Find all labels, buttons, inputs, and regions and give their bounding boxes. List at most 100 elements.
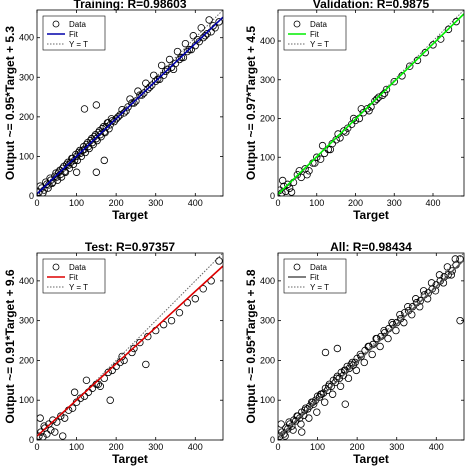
- all-data-point: [352, 366, 361, 375]
- all-data-point: [313, 408, 321, 416]
- all-data-point: [341, 400, 349, 408]
- training-data-point: [201, 32, 209, 40]
- all-data-point: [427, 279, 436, 287]
- all-legend-fit-label: Fit: [310, 273, 320, 282]
- training-data-point: [161, 67, 170, 76]
- all-data-point: [444, 271, 452, 279]
- training-data-point: [39, 189, 47, 196]
- all-data-point: [364, 342, 372, 351]
- validation-data-layer: [278, 10, 464, 196]
- training-panel: 0 100 200 300 400 0 100 200 300 400 Training: R=0.…: [3, 0, 224, 222]
- training-data-point: [37, 182, 44, 190]
- validation-data-point: [398, 72, 406, 80]
- test-x-tick-label: 200: [109, 442, 124, 452]
- training-data-point: [112, 115, 120, 123]
- validation-data-point: [452, 17, 460, 26]
- test-panel: 0 100 200 300 400 0 100 200 300 400 Test: R=0.9735…: [3, 240, 224, 466]
- training-data-point: [142, 79, 150, 87]
- training-data-point: [205, 16, 213, 24]
- validation-legend-data-label: Data: [310, 20, 327, 29]
- training-data-point: [150, 71, 158, 79]
- all-data-point: [344, 374, 353, 383]
- training-data-point: [57, 173, 66, 181]
- validation-data-point: [311, 159, 319, 167]
- all-data-point: [333, 344, 342, 353]
- validation-data-point: [285, 184, 294, 192]
- validation-data-point: [373, 95, 381, 103]
- all-x-tick-label: 300: [389, 442, 404, 452]
- test-legend-data-label: Data: [69, 263, 86, 272]
- validation-data-point: [293, 170, 302, 179]
- training-data-point: [72, 168, 81, 176]
- training-data-point: [80, 145, 89, 154]
- all-data-point: [424, 289, 433, 297]
- all-y-tick-label: 400: [260, 276, 275, 286]
- training-y-tick-label: 0: [29, 191, 34, 201]
- training-data-point: [134, 87, 142, 95]
- training-legend-data-marker: [52, 20, 60, 28]
- training-data-point: [69, 160, 78, 169]
- all-y-tick-label: 0: [270, 435, 275, 445]
- test-y-tick-label: 0: [29, 435, 34, 445]
- training-axes-frame: [36, 9, 224, 197]
- test-axes-frame: [36, 252, 224, 441]
- all-axes-frame: [277, 252, 465, 441]
- all-y-tick-label: 100: [260, 395, 275, 405]
- test-data-point: [104, 368, 112, 377]
- test-data-point: [118, 352, 126, 361]
- test-data-point: [106, 396, 114, 404]
- test-data-point: [57, 412, 65, 420]
- training-data-point: [193, 35, 201, 44]
- all-x-tick-label: 200: [350, 442, 365, 452]
- all-data-point: [343, 362, 351, 371]
- test-data-point: [175, 308, 184, 317]
- test-legend-identity-label: Y = T: [69, 283, 88, 292]
- test-data-point: [47, 426, 55, 434]
- training-x-tick-label: 200: [109, 198, 124, 208]
- test-data-point: [68, 404, 77, 412]
- validation-data-point: [421, 48, 429, 57]
- validation-panel: 0 100 200 300 400 0 100 200 300 400 Validation: R=…: [244, 0, 465, 222]
- training-data-point: [181, 39, 190, 48]
- training-data-point: [173, 47, 182, 56]
- test-y-tick-label: 400: [19, 276, 34, 286]
- test-data-point: [136, 338, 144, 347]
- training-data-point: [215, 18, 223, 26]
- training-legend-fit-label: Fit: [69, 30, 79, 39]
- all-y-tick-label: 200: [260, 355, 275, 365]
- all-title: All: R=0.98434: [330, 240, 412, 254]
- all-data-point: [396, 310, 404, 319]
- test-data-point: [167, 316, 176, 325]
- training-data-point: [124, 103, 132, 111]
- validation-x-tick-label: 0: [275, 198, 280, 208]
- training-y-tick-label: 100: [19, 151, 34, 161]
- test-data-layer: [37, 253, 223, 440]
- training-data-point: [157, 61, 166, 70]
- all-data-point: [368, 350, 376, 359]
- validation-data-point: [334, 130, 342, 138]
- test-data-point: [43, 430, 51, 438]
- all-y-tick-label: 300: [260, 316, 275, 326]
- all-data-point: [281, 432, 289, 440]
- training-data-point: [61, 168, 70, 176]
- all-data-point: [443, 263, 452, 271]
- training-data-point: [77, 152, 86, 161]
- all-x-axis-label: Target: [353, 452, 389, 466]
- test-data-point: [82, 376, 91, 385]
- all-fit-line: [278, 259, 464, 439]
- training-legend-identity-label: Y = T: [69, 40, 88, 49]
- training-y-tick-label: 200: [19, 112, 34, 122]
- all-data-point: [278, 420, 285, 428]
- test-legend-fit-label: Fit: [69, 273, 79, 282]
- test-data-point: [70, 388, 79, 396]
- test-x-tick-label: 0: [34, 442, 39, 452]
- validation-data-point: [351, 116, 360, 125]
- validation-data-point: [326, 145, 335, 154]
- all-data-point: [321, 348, 330, 357]
- validation-data-point: [375, 93, 383, 101]
- validation-data-point: [365, 107, 373, 115]
- all-data-point: [419, 287, 428, 295]
